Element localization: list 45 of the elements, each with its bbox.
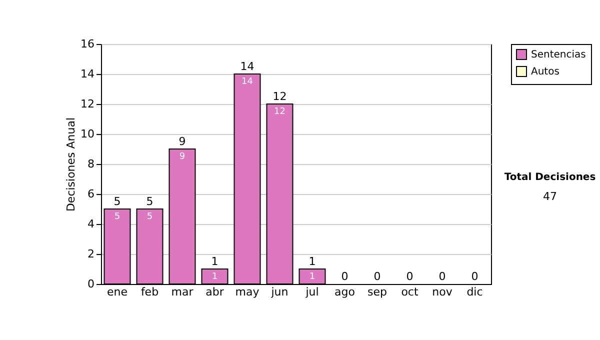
y-tick-label: 10 <box>80 128 94 140</box>
total-label: 5 <box>146 195 154 208</box>
x-tick-label: jul <box>304 286 319 298</box>
x-tick-label: mar <box>171 286 194 298</box>
total-label: 9 <box>178 135 186 148</box>
text: Total Decisiones <box>503 172 597 183</box>
x-tick-label: ene <box>106 286 128 298</box>
total-label: 1 <box>211 255 218 268</box>
y-tick-label: 16 <box>80 38 94 50</box>
total-label: 0 <box>471 270 478 283</box>
data-label: 1 <box>309 272 316 282</box>
data-label: 9 <box>179 152 186 162</box>
x-tick-label: ago <box>334 286 356 298</box>
data-label: 5 <box>114 212 120 222</box>
y-tick-label: 12 <box>80 98 94 110</box>
total-label: 5 <box>114 195 121 208</box>
data-label: 1 <box>212 272 218 282</box>
y-tick-label: 0 <box>88 278 94 290</box>
x-tick-label: jun <box>270 286 288 298</box>
x-tick-label: oct <box>401 286 419 298</box>
x-tick-label: feb <box>140 286 159 298</box>
total-label: 0 <box>341 270 348 283</box>
data-label: 5 <box>146 212 153 222</box>
y-tick-label: 8 <box>88 158 94 170</box>
y-axis-title: Decisiones Anual <box>64 117 78 212</box>
y-tick-label: 14 <box>80 68 94 80</box>
text: 47 <box>542 190 558 203</box>
legend-label: Autos <box>531 66 560 78</box>
y-tick-label: 2 <box>88 248 94 260</box>
total-label: 0 <box>438 270 446 283</box>
total-label: 0 <box>374 270 381 283</box>
x-tick-label: nov <box>432 286 453 298</box>
data-label: 12 <box>274 107 286 117</box>
x-tick-label: may <box>235 286 260 298</box>
total-label: 1 <box>308 255 316 268</box>
x-tick-label: dic <box>466 286 483 298</box>
data-label: 14 <box>242 77 254 87</box>
total-label: 14 <box>240 60 254 73</box>
x-tick-label: sep <box>368 286 388 298</box>
total-label: 0 <box>406 270 414 283</box>
y-tick-label: 4 <box>88 218 94 230</box>
total-label: 12 <box>272 90 287 103</box>
x-tick-label: abr <box>206 286 224 298</box>
legend-label: Sentencias <box>531 50 586 60</box>
y-tick-label: 6 <box>88 188 94 200</box>
